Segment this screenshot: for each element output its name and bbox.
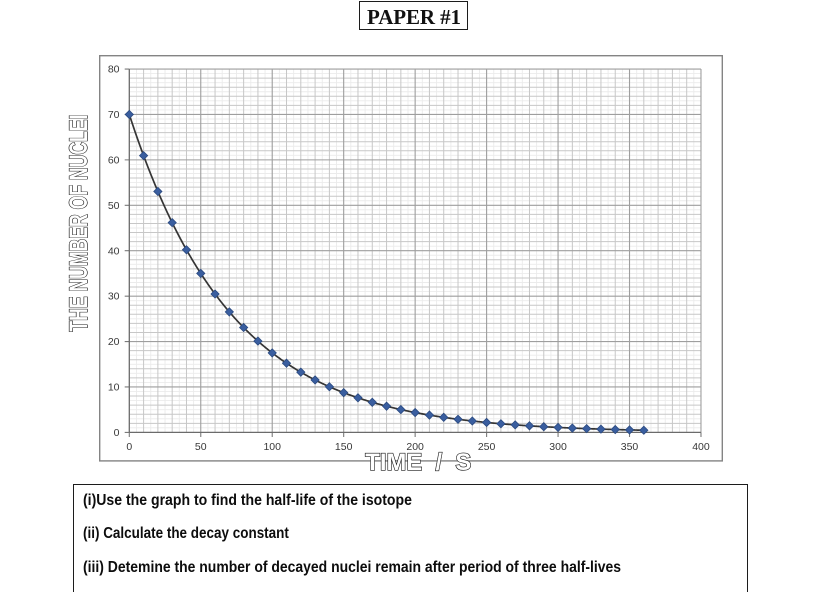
svg-text:0: 0 [126, 441, 132, 453]
svg-text:40: 40 [108, 245, 120, 257]
svg-text:20: 20 [108, 336, 120, 348]
svg-text:250: 250 [478, 441, 496, 453]
svg-text:300: 300 [549, 441, 567, 453]
svg-text:150: 150 [335, 441, 353, 453]
svg-text:50: 50 [108, 200, 120, 212]
svg-text:10: 10 [108, 382, 120, 394]
svg-text:350: 350 [621, 441, 639, 453]
svg-text:THE NUMBER OF NUCLEI: THE NUMBER OF NUCLEI [65, 115, 93, 332]
svg-text:400: 400 [692, 441, 710, 453]
svg-text:200: 200 [406, 441, 424, 453]
svg-text:70: 70 [108, 109, 120, 121]
svg-text:100: 100 [263, 441, 281, 453]
svg-text:0: 0 [114, 427, 120, 439]
svg-text:TIME / S: TIME / S [365, 449, 471, 476]
svg-text:50: 50 [195, 441, 207, 453]
svg-text:30: 30 [108, 291, 120, 303]
svg-text:60: 60 [108, 154, 120, 166]
svg-text:80: 80 [108, 64, 120, 76]
